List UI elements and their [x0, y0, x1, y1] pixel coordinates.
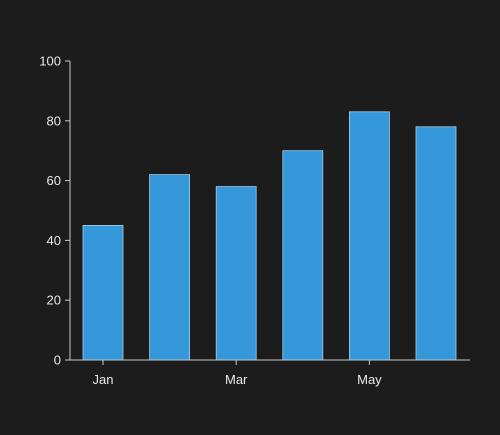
axes-layer — [69, 61, 470, 361]
bar-jun — [415, 126, 457, 361]
y-tick-label: 20 — [47, 293, 61, 308]
y-tick-label: 0 — [54, 353, 61, 368]
bar-mar — [215, 186, 257, 361]
bar-feb — [149, 174, 191, 361]
x-tick-label: Jan — [93, 372, 114, 387]
bar-apr — [282, 150, 324, 361]
y-tick-label: 40 — [47, 233, 61, 248]
bar-may — [348, 111, 390, 361]
bars-layer — [82, 111, 457, 361]
x-tick-label: May — [357, 372, 382, 387]
y-tick-label: 100 — [39, 54, 61, 69]
bar-jan — [82, 224, 124, 361]
x-tick-label: Mar — [225, 372, 248, 387]
ticks-layer: 0 20 40 60 80 100 Jan Mar May — [39, 54, 382, 388]
y-tick-label: 80 — [47, 113, 61, 128]
y-tick-label: 60 — [47, 173, 61, 188]
